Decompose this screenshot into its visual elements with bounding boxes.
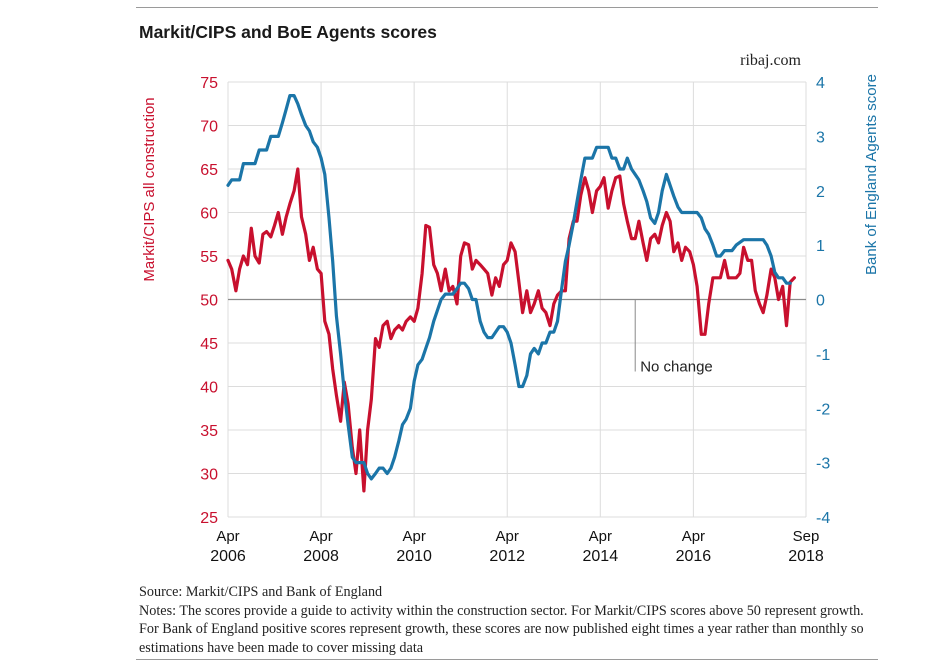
y-left-tick-label: 75 (200, 75, 218, 92)
source-brand: ribaj.com (740, 52, 801, 69)
notes-text: Notes: The scores provide a guide to act… (139, 602, 864, 656)
footer-notes: Source: Markit/CIPS and Bank of England … (139, 583, 884, 657)
y-left-tick-label: 40 (200, 380, 218, 397)
y-left-tick-label: 70 (200, 119, 218, 136)
x-tick-year: 2010 (396, 548, 432, 565)
y-right-axis-title: Bank of England Agents score (863, 74, 880, 275)
y-left-tick-label: 65 (200, 162, 218, 179)
y-right-tick-label: 3 (816, 129, 825, 146)
y-left-tick-label: 60 (200, 206, 218, 223)
y-right-tick-label: 1 (816, 238, 825, 255)
y-right-tick-label: -4 (816, 510, 830, 527)
chart-title: Markit/CIPS and BoE Agents scores (139, 22, 437, 42)
x-tick-month: Apr (682, 528, 705, 545)
chart: No change 75 70 65 60 55 50 45 40 35 30 25 4 3 2 1 0 -1 -2… (141, 74, 880, 565)
x-tick-month: Apr (496, 528, 519, 545)
x-tick-year: 2016 (676, 548, 712, 565)
x-tick-month: Apr (589, 528, 612, 545)
bottom-rule (136, 659, 878, 660)
x-tick-year: 2008 (303, 548, 339, 565)
source-line: Source: Markit/CIPS and Bank of England (139, 584, 383, 600)
x-tick-year: 2012 (489, 548, 525, 565)
y-left-tick-label: 55 (200, 249, 218, 266)
x-tick-month: Apr (402, 528, 425, 545)
y-left-tick-label: 35 (200, 423, 218, 440)
markit-cips-series-line (226, 167, 797, 493)
y-left-tick-label: 30 (200, 467, 218, 484)
x-tick-year: 2018 (788, 548, 824, 565)
x-tick-month: Sep (793, 528, 820, 545)
y-left-tick-label: 50 (200, 293, 218, 310)
y-right-tick-label: -2 (816, 401, 830, 418)
x-tick-month: Apr (309, 528, 332, 545)
x-tick-month: Apr (216, 528, 239, 545)
y-right-tick-label: -1 (816, 347, 830, 364)
no-change-label: No change (640, 359, 713, 376)
top-rule (136, 7, 878, 8)
y-right-tick-label: 4 (816, 75, 825, 92)
x-tick-year: 2014 (583, 548, 619, 565)
y-left-tick-label: 25 (200, 510, 218, 527)
y-right-tick-label: -3 (816, 456, 830, 473)
x-tick-year: 2006 (210, 548, 246, 565)
y-left-tick-label: 45 (200, 336, 218, 353)
boe-agents-series-line (226, 93, 792, 481)
y-right-tick-label: 2 (816, 184, 825, 201)
y-right-tick-label: 0 (816, 293, 825, 310)
y-left-axis-title: Markit/CIPS all construction (141, 97, 158, 281)
